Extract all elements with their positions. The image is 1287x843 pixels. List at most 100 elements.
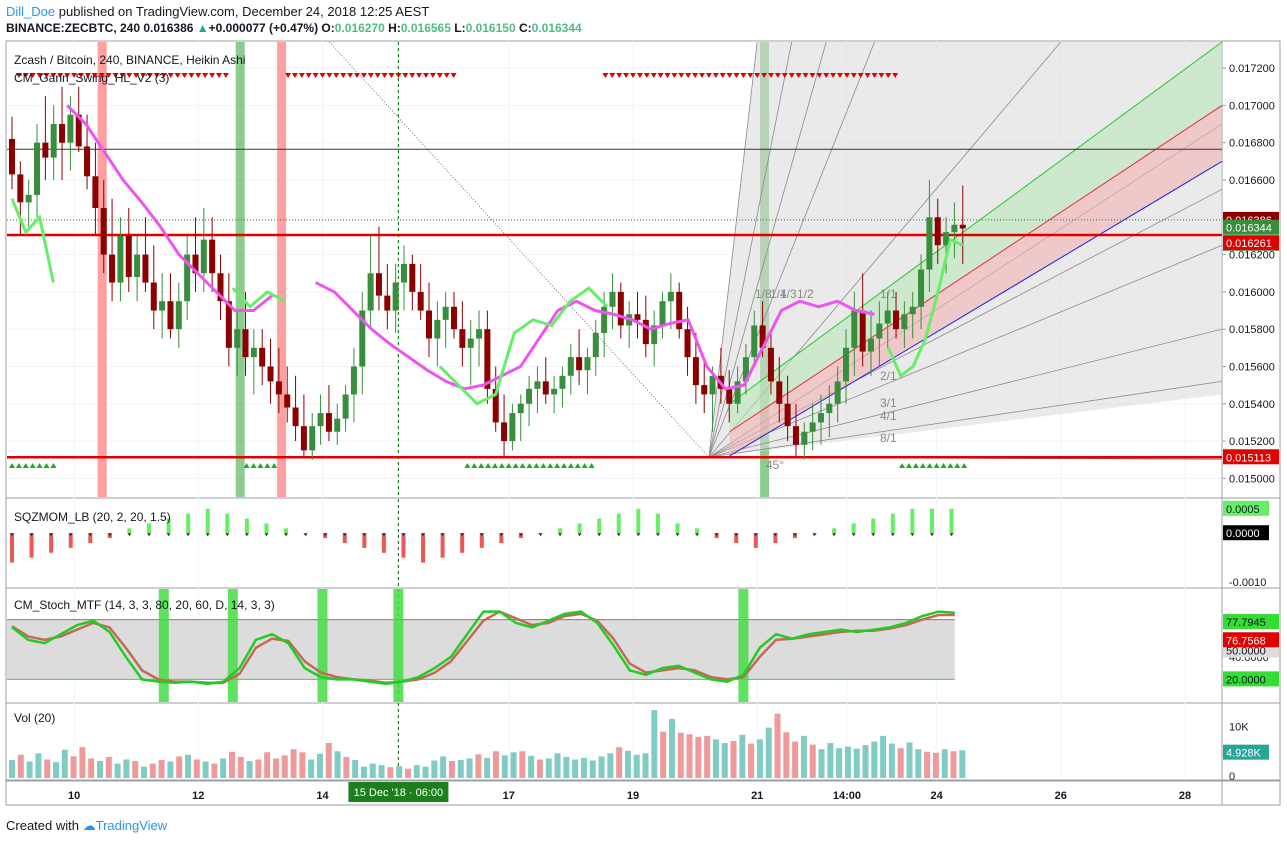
buy-signal-icon	[519, 463, 526, 468]
volume-bar	[352, 760, 359, 778]
author-link[interactable]: Dill_Doe	[6, 4, 56, 19]
buy-signal-icon	[492, 463, 498, 468]
sell-signal-icon	[678, 73, 685, 78]
volume-bar	[704, 735, 711, 778]
stoch-tag	[1223, 671, 1279, 687]
squeeze-cross-icon	[773, 533, 778, 537]
candle-body	[75, 114, 82, 147]
symbol-line: BINANCE:ZECBTC, 240	[6, 21, 141, 35]
volume-bar	[475, 754, 482, 778]
candle-body	[175, 301, 182, 330]
squeeze-cross-icon	[303, 533, 308, 537]
buy-signal-icon	[533, 463, 540, 468]
sell-signal-icon	[354, 73, 360, 78]
squeeze-cross-icon	[636, 533, 641, 537]
sell-signal-icon	[216, 73, 222, 78]
sell-signal-icon	[699, 73, 705, 78]
volume-bar	[184, 754, 191, 778]
fan-label: 1/1	[880, 287, 897, 301]
candle-body	[642, 319, 649, 345]
volume-bar	[61, 749, 68, 778]
high-value: 0.016565	[400, 21, 451, 35]
sell-signal-icon	[22, 73, 29, 78]
candle-body	[584, 357, 591, 371]
squeeze-bar	[558, 528, 563, 534]
fan-label: 2/1	[880, 369, 897, 383]
candle-body	[601, 306, 608, 333]
volume-bar	[580, 757, 587, 778]
sell-signal-icon	[643, 73, 650, 78]
squeeze-cross-icon	[910, 533, 915, 537]
volume-bar	[651, 710, 658, 778]
volume-bar	[246, 761, 253, 778]
sell-signal-icon	[871, 73, 878, 78]
volume-bar	[572, 759, 579, 778]
candle-body	[651, 325, 658, 345]
volume-bar	[844, 746, 851, 778]
tradingview-brand[interactable]: TradingView	[95, 818, 168, 833]
sell-signal-icon	[416, 73, 423, 78]
sell-signal-icon	[160, 73, 167, 78]
candle-body	[267, 366, 274, 382]
candle-body	[317, 413, 324, 427]
candle-body	[826, 403, 833, 414]
volume-bar	[114, 763, 121, 778]
squeeze-cross-icon	[205, 533, 210, 537]
candle-body	[100, 207, 107, 255]
squeeze-cross-icon	[264, 533, 269, 537]
volume-bar	[484, 757, 491, 778]
channel-mid-line	[729, 104, 1223, 433]
candle-body	[476, 329, 483, 339]
y-tick-label: 0.015400	[1229, 399, 1275, 411]
sell-signal-icon	[740, 73, 747, 78]
x-tick-label: 24	[930, 790, 943, 802]
price-tag-label: 0.016261	[1226, 238, 1272, 250]
volume-bar	[158, 760, 165, 778]
sell-signal-icon	[768, 73, 774, 78]
squeeze-bar	[910, 508, 915, 534]
buy-signal-icon	[264, 463, 271, 468]
squeeze-cross-icon	[675, 533, 680, 537]
red-highlight-band	[277, 42, 287, 497]
candle-body	[242, 329, 249, 358]
candle-body	[292, 407, 299, 427]
candle-body	[142, 254, 149, 283]
gann-swing-line-green	[438, 286, 609, 406]
sell-signal-icon	[381, 73, 388, 78]
volume-bar	[836, 748, 843, 778]
y-tick-label: 0.015600	[1229, 361, 1275, 373]
volume-bar	[167, 761, 174, 778]
stoch-label: CM_Stoch_MTF (14, 3, 3, 80, 20, 60, D, 1…	[14, 598, 275, 612]
fan-label: 1/3	[780, 287, 797, 301]
sell-signal-icon	[326, 73, 333, 78]
chart-frame	[5, 40, 1281, 806]
sell-signal-icon	[436, 73, 443, 78]
sell-signal-icon	[602, 73, 609, 78]
y-tick-label: 0.016600	[1229, 175, 1275, 187]
volume-bar	[149, 763, 156, 778]
squeeze-bar	[753, 533, 758, 548]
candle-body	[843, 347, 849, 382]
squeeze-label: SQZMOM_LB (20, 2, 20, 1.5)	[14, 510, 171, 524]
squeeze-tag	[1223, 500, 1269, 516]
volume-tick-label: 10K	[1229, 722, 1249, 734]
channel-lower-fill	[729, 105, 1222, 456]
volume-bar	[871, 741, 878, 778]
stoch-tag	[1223, 614, 1279, 630]
sell-signal-icon	[857, 73, 864, 78]
volume-bar	[660, 731, 667, 778]
buy-signal-icon	[250, 463, 257, 468]
sell-signal-icon	[692, 73, 699, 78]
candle-body	[50, 124, 57, 158]
tradingview-logo-icon[interactable]: ☁	[82, 818, 96, 833]
candle-body	[434, 319, 441, 339]
sell-signal-icon	[167, 73, 174, 78]
squeeze-cross-icon	[460, 533, 465, 537]
buy-signal-icon	[906, 463, 912, 468]
buy-signal-icon	[547, 463, 554, 468]
sell-signal-icon	[450, 73, 457, 78]
volume-bar	[316, 753, 323, 778]
sell-signal-icon	[305, 73, 312, 78]
squeeze-cross-icon	[890, 533, 895, 537]
